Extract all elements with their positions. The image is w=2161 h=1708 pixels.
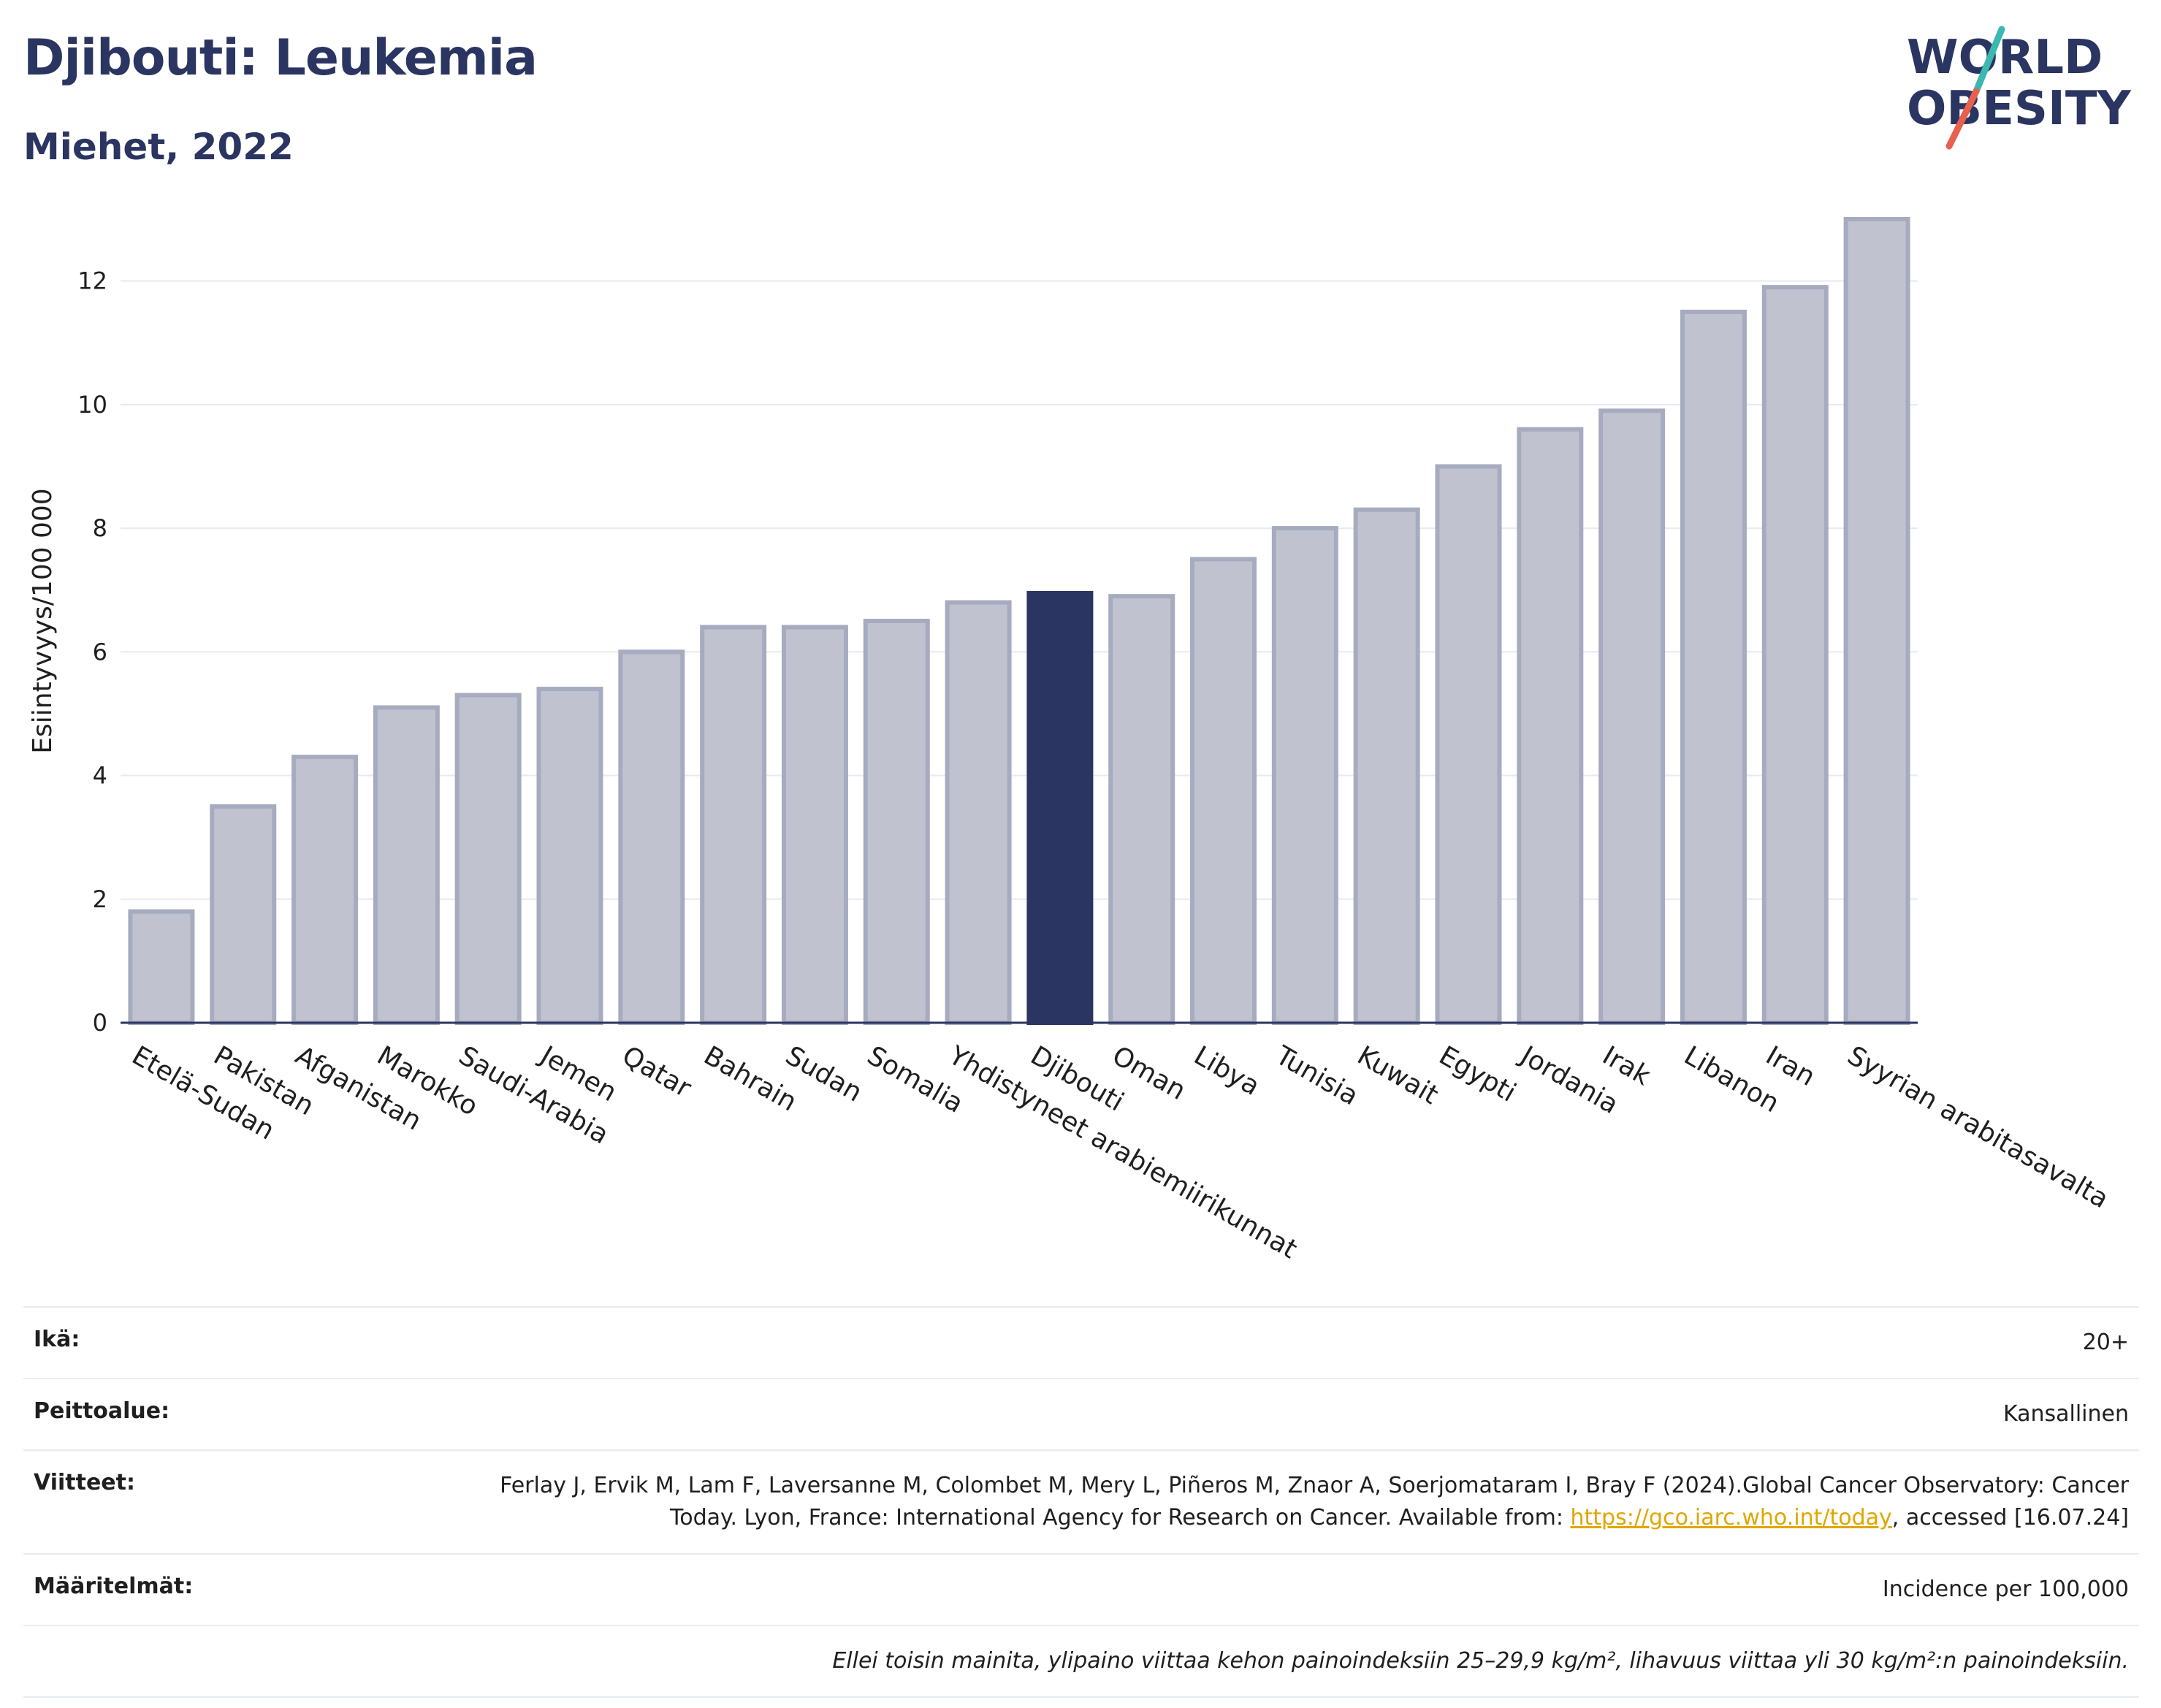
- info-row-references: Viitteet: Ferlay J, Ervik M, Lam F, Lave…: [23, 1449, 2139, 1553]
- footnote: Ellei toisin mainita, ylipaino viittaa k…: [832, 1648, 2129, 1674]
- x-tick-label: Tunisia: [1270, 1040, 1363, 1111]
- y-tick-label: 6: [93, 638, 107, 666]
- bar: [1598, 408, 1666, 1025]
- bar: [210, 804, 277, 1026]
- info-row-age: Ikä: 20+: [23, 1306, 2139, 1378]
- references-text: Ferlay J, Ervik M, Lam F, Laversanne M, …: [500, 1473, 2129, 1530]
- bar: [373, 705, 440, 1025]
- bar: [1353, 507, 1420, 1025]
- y-tick-label: 8: [93, 514, 107, 542]
- coverage-label: Peittoalue:: [34, 1398, 170, 1424]
- references-value: Ferlay J, Ervik M, Lam F, Laversanne M, …: [449, 1470, 2129, 1534]
- chart-subtitle: Miehet, 2022: [23, 126, 294, 168]
- bar: [1190, 557, 1257, 1025]
- references-link[interactable]: https://gco.iarc.who.int/today: [1570, 1505, 1892, 1530]
- x-tick-label: Kuwait: [1352, 1040, 1444, 1110]
- bar: [1761, 285, 1829, 1026]
- age-label: Ikä:: [34, 1327, 80, 1352]
- y-tick-label: 4: [93, 762, 107, 790]
- definitions-label: Määritelmät:: [34, 1574, 194, 1599]
- x-tick-label: Qatar: [617, 1040, 696, 1103]
- bar: [1271, 526, 1338, 1025]
- x-tick-label: Libya: [1189, 1040, 1265, 1102]
- x-tick-label: Egypti: [1434, 1040, 1521, 1107]
- bar: [454, 693, 522, 1025]
- definitions-value: Incidence per 100,000: [1882, 1577, 2129, 1602]
- references-label: Viitteet:: [34, 1470, 135, 1495]
- bar: [291, 755, 359, 1025]
- y-axis-label: Esiintyvyys/100 000: [28, 488, 58, 753]
- bar: [863, 619, 930, 1025]
- bar: [536, 687, 603, 1025]
- x-tick-label: Bahrain: [698, 1040, 801, 1117]
- bar: [700, 625, 767, 1025]
- info-row-definitions: Määritelmät: Incidence per 100,000: [23, 1553, 2139, 1625]
- coverage-value: Kansallinen: [2002, 1401, 2129, 1427]
- bar: [1108, 594, 1175, 1025]
- logo-slash-coral: [1945, 88, 1980, 150]
- info-row-coverage: Peittoalue: Kansallinen: [23, 1378, 2139, 1449]
- bar: [1435, 464, 1502, 1025]
- y-tick-label: 12: [77, 267, 107, 295]
- logo-slash-teal: [1973, 26, 2005, 95]
- y-tick-label: 0: [93, 1009, 107, 1037]
- references-suffix: , accessed [16.07.24]: [1891, 1505, 2129, 1530]
- world-obesity-logo: WORLD OBESITY: [1907, 26, 2131, 150]
- y-tick-label: 2: [93, 885, 107, 913]
- chart-title: Djibouti: Leukemia: [23, 29, 538, 87]
- bar-highlighted: [1026, 590, 1094, 1025]
- info-row-note: Ellei toisin mainita, ylipaino viittaa k…: [23, 1625, 2139, 1698]
- bar: [128, 909, 195, 1025]
- age-value: 20+: [2082, 1330, 2129, 1355]
- bar: [1843, 217, 1910, 1025]
- bar: [1680, 309, 1747, 1025]
- bar: [1517, 427, 1584, 1025]
- logo-word-world: WORLD: [1907, 31, 2103, 85]
- bar: [618, 649, 685, 1025]
- y-tick-label: 10: [77, 391, 107, 419]
- bar: [945, 600, 1012, 1025]
- info-table: Ikä: 20+ Peittoalue: Kansallinen Viittee…: [23, 1306, 2139, 1698]
- bar: [781, 625, 848, 1025]
- x-tick-label: Syyrian arabitasavalta: [1842, 1040, 2114, 1214]
- logo-word-obesity: OBESITY: [1907, 82, 2131, 136]
